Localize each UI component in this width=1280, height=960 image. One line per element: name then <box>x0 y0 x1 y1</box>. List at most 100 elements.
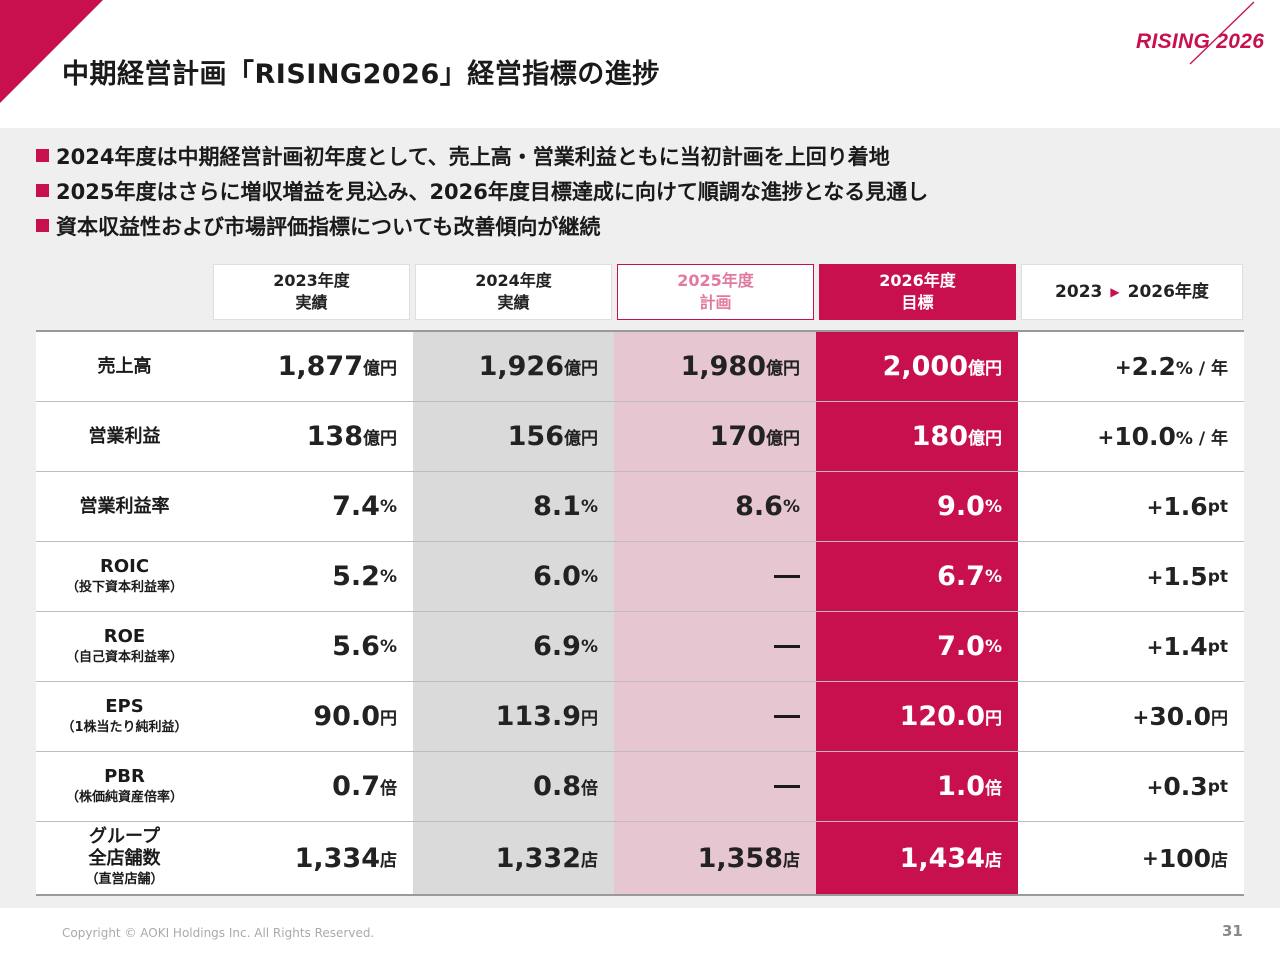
growth-value: 30.0 <box>1149 702 1211 731</box>
value-unit: 億円 <box>968 359 1002 379</box>
value-cell-2024: 8.1% <box>413 472 614 541</box>
growth-unit: pt <box>1207 566 1228 587</box>
row-label-sub: （株価純資産倍率） <box>65 789 183 805</box>
plus-sign: + <box>1132 704 1150 729</box>
bullet-item: 2024年度は中期経営計画初年度として、売上高・営業利益ともに当初計画を上回り着… <box>36 138 928 173</box>
table-row: 営業利益率 7.4% 8.1% 8.6% 9.0% +1.6 pt <box>36 472 1244 542</box>
value-unit: 億円 <box>766 359 800 379</box>
value-cell-2025: 1,358 店 <box>614 822 816 894</box>
value-cell-2025 <box>614 682 816 751</box>
row-label-main: ROE <box>103 625 146 647</box>
header-year: 2026年度 <box>879 271 956 290</box>
header-growth-from: 2023 <box>1055 282 1103 302</box>
value-cell-2024: 113.9 円 <box>413 682 614 751</box>
value-number: 8.6 <box>735 491 783 522</box>
value-unit: 円 <box>581 709 598 729</box>
not-applicable-dash <box>774 575 800 578</box>
value-unit: 円 <box>380 709 397 729</box>
growth-value: 1.4 <box>1163 632 1208 661</box>
growth-unit: pt <box>1207 636 1228 657</box>
value-cell-2025: 8.6% <box>614 472 816 541</box>
corner-accent-triangle <box>0 0 103 103</box>
value-number: 5.2 <box>332 561 380 592</box>
growth-unit: % / 年 <box>1175 429 1228 449</box>
value-number: 120.0 <box>899 701 985 732</box>
row-label-main: EPS <box>105 695 144 717</box>
value-cell-2025: 170 億円 <box>614 402 816 471</box>
growth-value: 1.5 <box>1163 562 1208 591</box>
value-number: 5.6 <box>332 631 380 662</box>
plus-sign: + <box>1114 354 1132 379</box>
growth-value: 2.2 <box>1131 352 1176 381</box>
brand-logo: RISING 2026 <box>1136 30 1265 53</box>
value-unit: 億円 <box>564 359 598 379</box>
header-2025-plan: 2025年度 計画 <box>617 264 814 320</box>
value-cell-2026: 9.0% <box>816 472 1018 541</box>
value-unit: % <box>580 566 598 587</box>
header-year: 2024年度 <box>475 271 552 290</box>
value-cell-2024: 0.8 倍 <box>413 752 614 821</box>
value-cell-2023: 1,334 店 <box>213 822 413 894</box>
value-number: 1.0 <box>937 771 985 802</box>
value-unit: % <box>379 566 397 587</box>
value-number: 1,877 <box>277 351 363 382</box>
growth-cell: +1.6 pt <box>1018 472 1244 541</box>
growth-unit: % / 年 <box>1175 359 1228 379</box>
plus-sign: + <box>1142 846 1159 870</box>
value-number: 90.0 <box>313 701 380 732</box>
value-number: 2,000 <box>882 351 968 382</box>
growth-value: 100 <box>1158 843 1211 873</box>
not-applicable-dash <box>774 645 800 648</box>
row-label-sub: （直営店舗） <box>85 872 164 887</box>
growth-cell: +100 店 <box>1018 822 1244 894</box>
value-cell-2024: 1,332 店 <box>413 822 614 894</box>
value-unit: 億円 <box>564 429 598 449</box>
bullet-item: 資本収益性および市場評価指標についても改善傾向が継続 <box>36 208 928 243</box>
row-label: PBR （株価純資産倍率） <box>36 752 213 821</box>
brand-slash-icon <box>1189 1 1255 65</box>
value-unit: 倍 <box>380 779 397 799</box>
value-number: 6.0 <box>533 561 581 592</box>
value-unit: % <box>782 496 800 517</box>
row-label-main: PBR <box>104 765 145 787</box>
header-year: 2023年度 <box>273 271 350 290</box>
bullet-text: 2024年度は中期経営計画初年度として、売上高・営業利益ともに当初計画を上回り着… <box>56 144 890 169</box>
value-cell-2025 <box>614 752 816 821</box>
value-unit: % <box>580 496 598 517</box>
page-number: 31 <box>1222 922 1243 940</box>
row-label-main-2: 全店舗数 <box>88 848 161 869</box>
value-unit: % <box>580 636 598 657</box>
value-number: 9.0 <box>937 491 985 522</box>
row-label-sub: （1株当たり純利益） <box>61 719 188 735</box>
plus-sign: + <box>1097 424 1115 449</box>
row-label-sub: （自己資本利益率） <box>65 649 183 665</box>
bullet-text: 資本収益性および市場評価指標についても改善傾向が継続 <box>56 214 601 239</box>
value-unit: 億円 <box>766 429 800 449</box>
value-unit: 倍 <box>581 779 598 799</box>
growth-cell: +2.2% / 年 <box>1018 332 1244 401</box>
header-type: 実績 <box>497 293 530 312</box>
value-number: 7.0 <box>937 631 985 662</box>
row-label-main: グループ <box>89 826 160 847</box>
value-number: 8.1 <box>533 491 581 522</box>
value-cell-2026: 2,000 億円 <box>816 332 1018 401</box>
plus-sign: + <box>1146 774 1164 799</box>
plus-sign: + <box>1146 634 1164 659</box>
header-type: 実績 <box>295 293 328 312</box>
value-cell-2023: 5.6% <box>213 612 413 681</box>
value-unit: % <box>379 636 397 657</box>
table-row: EPS （1株当たり純利益） 90.0 円 113.9 円 120.0 円 +30.0 円 <box>36 682 1244 752</box>
value-unit: 店 <box>380 850 397 871</box>
value-cell-2025 <box>614 542 816 611</box>
value-unit: % <box>984 566 1002 587</box>
growth-value: 10.0 <box>1114 422 1176 451</box>
table-row: PBR （株価純資産倍率） 0.7 倍 0.8 倍 1.0 倍 +0.3 pt <box>36 752 1244 822</box>
growth-unit: pt <box>1207 496 1228 517</box>
value-number: 1,434 <box>899 842 985 874</box>
value-unit: % <box>379 496 397 517</box>
value-cell-2024: 6.9% <box>413 612 614 681</box>
row-label: 営業利益率 <box>36 472 213 541</box>
row-label: ROE （自己資本利益率） <box>36 612 213 681</box>
value-number: 180 <box>911 421 968 452</box>
value-unit: 店 <box>581 850 598 871</box>
